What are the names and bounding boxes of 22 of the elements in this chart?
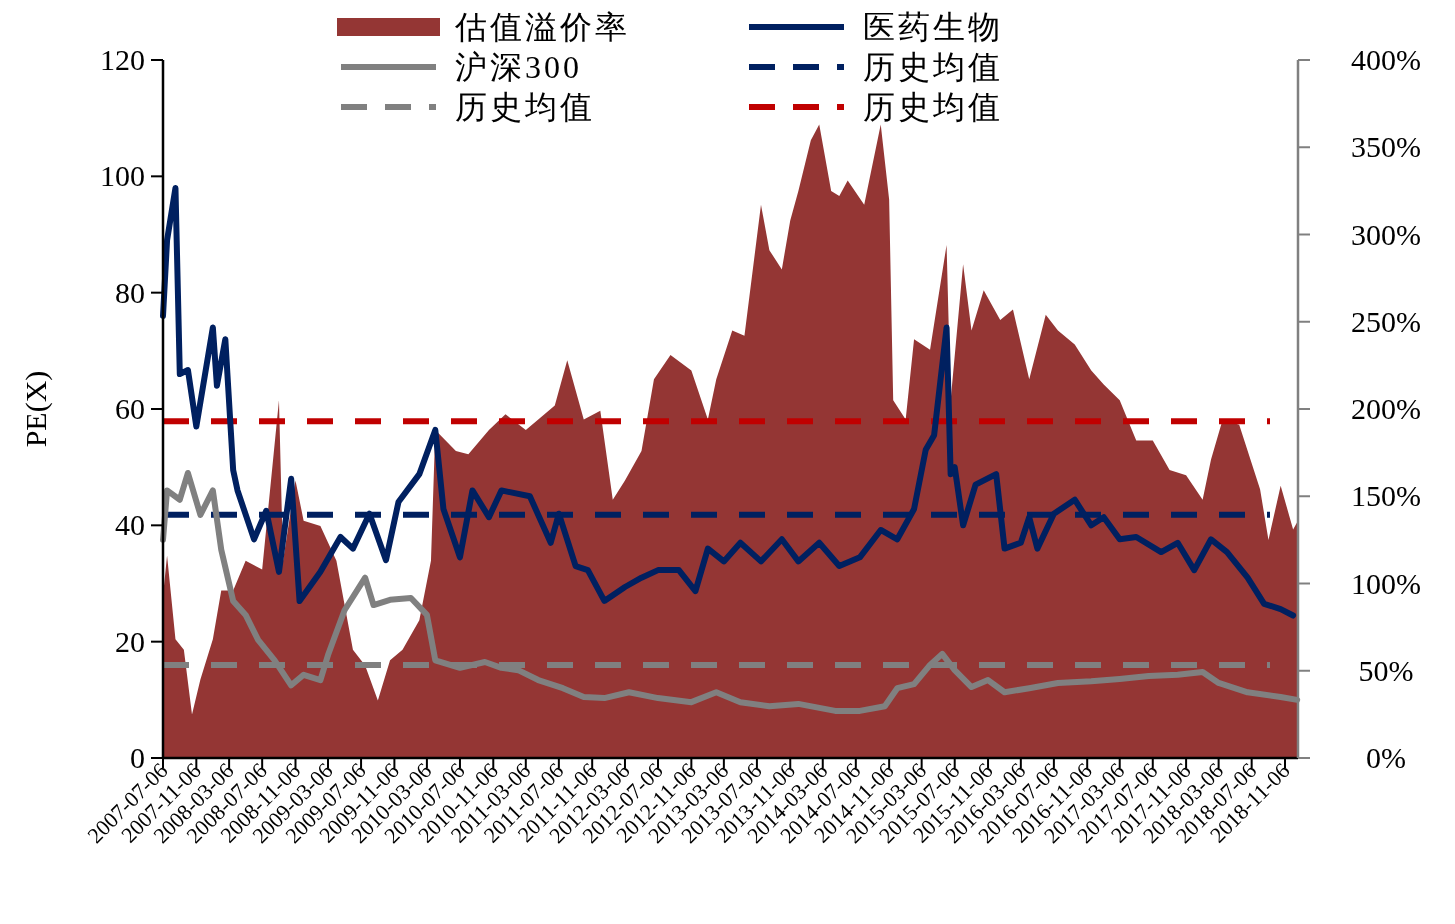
y-tick-label: 120: [100, 43, 145, 76]
legend-label: 医药生物: [863, 9, 1003, 45]
y-tick-label: 60: [115, 392, 145, 425]
legend-label: 估值溢价率: [454, 9, 630, 45]
y2-tick-label: 250%: [1351, 304, 1421, 338]
y2-tick-label: 0%: [1366, 741, 1406, 774]
y-tick-label: 100: [100, 159, 145, 193]
y-tick-label: 40: [115, 508, 145, 542]
y-axis-title: PE(X): [19, 370, 53, 448]
y-tick-label: 20: [115, 624, 145, 658]
y2-tick-label: 400%: [1351, 43, 1421, 76]
y2-tick-label: 350%: [1351, 130, 1421, 164]
y-tick-label: 80: [115, 275, 145, 309]
y2-tick-label: 150%: [1351, 479, 1421, 513]
y2-tick-label: 50%: [1358, 653, 1414, 687]
legend-label: 沪深300: [455, 49, 582, 85]
legend-label: 历史均值: [863, 89, 1003, 125]
legend-label: 历史均值: [455, 89, 595, 125]
y2-tick-label: 100%: [1351, 566, 1421, 600]
y2-tick-label: 200%: [1351, 392, 1421, 425]
legend-label: 历史均值: [863, 49, 1003, 85]
y2-tick-label: 300%: [1351, 217, 1421, 251]
